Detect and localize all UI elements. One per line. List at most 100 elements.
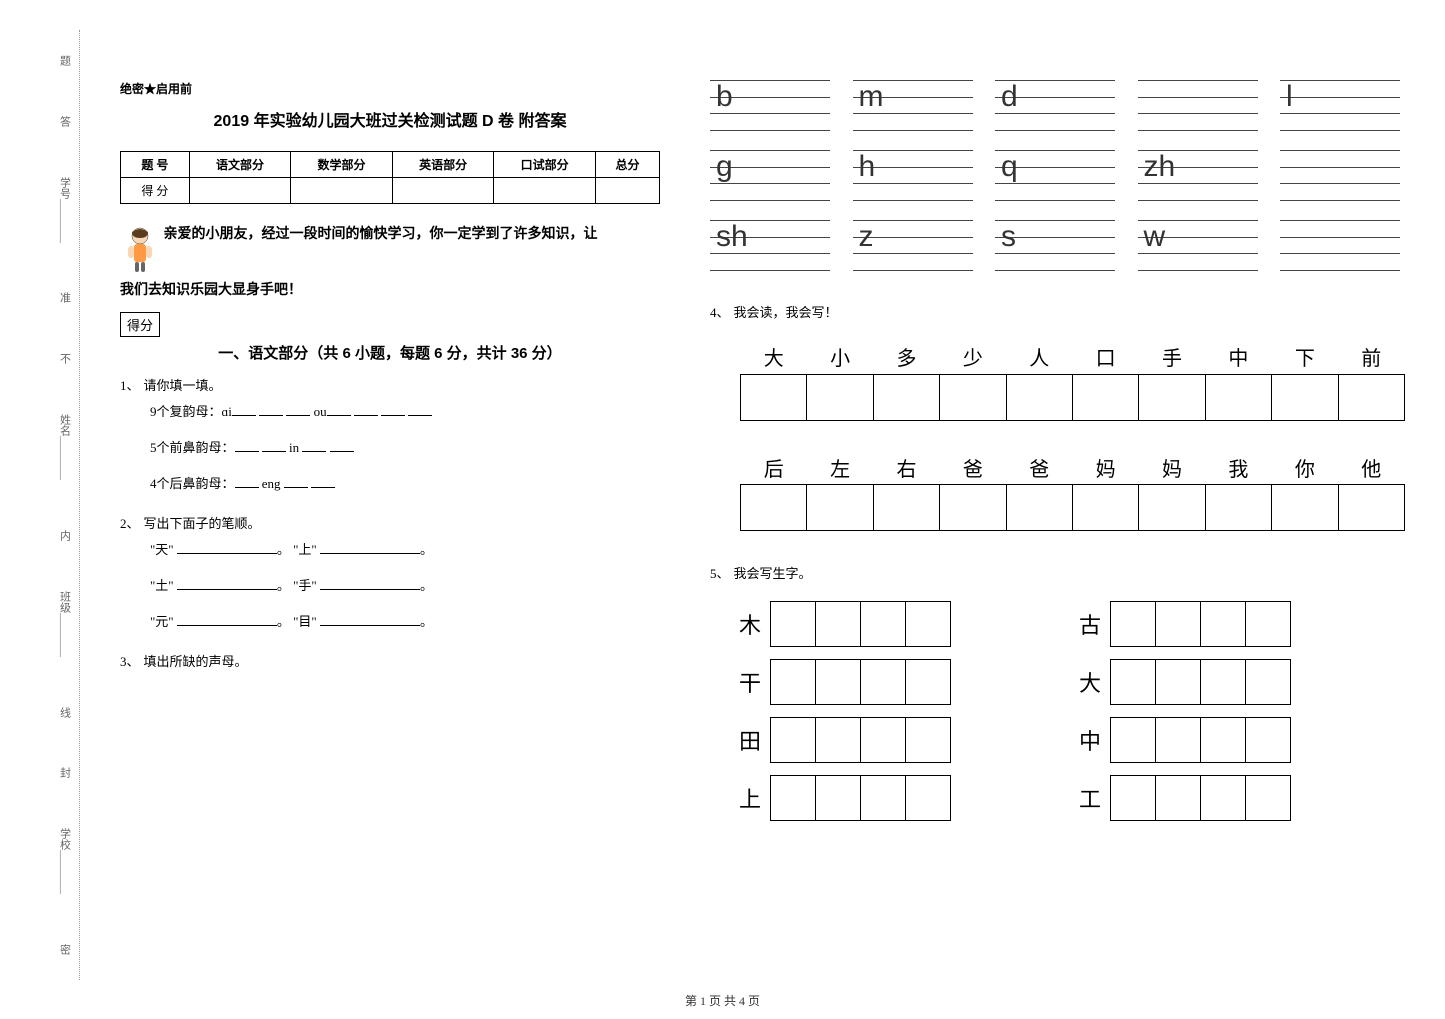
sidebar-dotted: 线 <box>57 707 73 718</box>
score-cell <box>189 178 291 204</box>
char-table-1: 大小多少人口手中下前 <box>740 340 1405 421</box>
pinyin-grid: bmdlghqzhshzsw <box>710 80 1410 270</box>
practice-box <box>905 717 951 763</box>
practice-box <box>860 601 906 647</box>
char-answer-cell <box>1006 374 1072 420</box>
q3-text: 填出所缺的声母。 <box>144 654 248 669</box>
question-2: 2、写出下面子的笔顺。 "天" 。 "上" 。"土" 。 "手" 。"元" 。 … <box>120 511 660 635</box>
pinyin-cell: s <box>995 220 1115 270</box>
q2-pair: "天" 。 "上" 。 <box>150 537 660 563</box>
practice-box <box>860 659 906 705</box>
practice-label: 中 <box>1070 724 1110 756</box>
practice-boxes <box>1110 659 1291 705</box>
char-answer-row <box>741 374 1405 420</box>
pinyin-letter: sh <box>716 222 748 252</box>
practice-boxes <box>1110 717 1291 763</box>
q2-num: 2、 <box>120 516 140 531</box>
q1-num: 1、 <box>120 378 140 393</box>
score-header-cell: 口试部分 <box>494 152 596 178</box>
char-header-cell: 他 <box>1338 451 1404 485</box>
pinyin-cell: m <box>853 80 973 130</box>
score-cell <box>291 178 393 204</box>
practice-half: 上 <box>730 775 1070 821</box>
score-header-cell: 总分 <box>595 152 659 178</box>
practice-box <box>1155 601 1201 647</box>
q5-text: 我会写生字。 <box>734 566 812 581</box>
q4-num: 4、 <box>710 305 730 320</box>
char-answer-cell <box>940 374 1006 420</box>
practice-half: 大 <box>1070 659 1410 705</box>
sidebar-dotted: 答 <box>57 116 73 127</box>
char-answer-cell <box>1338 374 1404 420</box>
practice-half: 木 <box>730 601 1070 647</box>
q1-sub3: 4个后鼻韵母： eng <box>150 471 660 497</box>
practice-boxes <box>770 659 951 705</box>
practice-box <box>815 717 861 763</box>
score-cell <box>392 178 494 204</box>
practice-box <box>860 717 906 763</box>
practice-box <box>815 601 861 647</box>
practice-box <box>1155 717 1201 763</box>
char-answer-cell <box>1139 485 1205 531</box>
practice-box <box>815 775 861 821</box>
pinyin-cell <box>1280 150 1400 200</box>
pinyin-letter: b <box>716 82 733 112</box>
practice-box <box>1200 659 1246 705</box>
practice-half: 工 <box>1070 775 1410 821</box>
section-1-title: 一、语文部分（共 6 小题，每题 6 分，共计 36 分） <box>120 342 660 363</box>
practice-box <box>1155 775 1201 821</box>
char-header-cell: 手 <box>1139 340 1205 374</box>
practice-label: 干 <box>730 666 770 698</box>
char-header-cell: 下 <box>1272 340 1338 374</box>
page-footer: 第 1 页 共 4 页 <box>0 992 1445 1009</box>
q1-sub1: 9个复韵母：ɑi ou <box>150 399 660 425</box>
char-answer-row <box>741 485 1405 531</box>
sidebar-dotted: 内 <box>57 530 73 541</box>
intro-block: 亲爱的小朋友，经过一段时间的愉快学习，你一定学到了许多知识，让 <box>120 224 660 274</box>
char-answer-cell <box>807 374 873 420</box>
practice-label: 古 <box>1070 608 1110 640</box>
practice-box <box>815 659 861 705</box>
pinyin-cell: h <box>853 150 973 200</box>
practice-half: 干 <box>730 659 1070 705</box>
score-table-header: 题 号 语文部分 数学部分 英语部分 口试部分 总分 <box>121 152 660 178</box>
practice-boxes <box>770 601 951 647</box>
char-header-cell: 小 <box>807 340 873 374</box>
practice-boxes <box>770 717 951 763</box>
sidebar-label: 学号________ <box>57 177 73 243</box>
intro-text-1: 亲爱的小朋友，经过一段时间的愉快学习，你一定学到了许多知识，让 <box>164 227 598 242</box>
practice-label: 田 <box>730 724 770 756</box>
practice-grid: 木 古干 大田 中上 工 <box>730 601 1410 821</box>
intro-text-2: 我们去知识乐园大显身手吧！ <box>120 280 660 302</box>
q1-text: 请你填一填。 <box>144 378 222 393</box>
pinyin-cell: d <box>995 80 1115 130</box>
sidebar-dotted: 不 <box>57 353 73 364</box>
char-answer-cell <box>873 485 939 531</box>
q5-num: 5、 <box>710 566 730 581</box>
score-row-label: 得 分 <box>121 178 190 204</box>
practice-label: 木 <box>730 608 770 640</box>
practice-box <box>1110 659 1156 705</box>
practice-half: 中 <box>1070 717 1410 763</box>
practice-box <box>770 659 816 705</box>
practice-label: 上 <box>730 782 770 814</box>
pinyin-cell: q <box>995 150 1115 200</box>
pinyin-cell <box>1138 80 1258 130</box>
char-header-cell: 爸 <box>940 451 1006 485</box>
char-header-cell: 口 <box>1072 340 1138 374</box>
char-answer-cell <box>807 485 873 531</box>
sidebar-dotted: 密 <box>57 944 73 955</box>
pinyin-letter: zh <box>1144 152 1176 182</box>
char-answer-cell <box>1139 374 1205 420</box>
pinyin-letter: z <box>859 222 874 252</box>
q4-text: 我会读，我会写！ <box>734 305 838 320</box>
practice-box <box>905 659 951 705</box>
practice-box <box>860 775 906 821</box>
sidebar-label: 班级________ <box>57 591 73 657</box>
char-header-cell: 少 <box>940 340 1006 374</box>
q2-pair: "元" 。 "目" 。 <box>150 609 660 635</box>
practice-boxes <box>1110 601 1291 647</box>
score-table-row: 得 分 <box>121 178 660 204</box>
score-cell <box>494 178 596 204</box>
char-answer-cell <box>741 374 807 420</box>
